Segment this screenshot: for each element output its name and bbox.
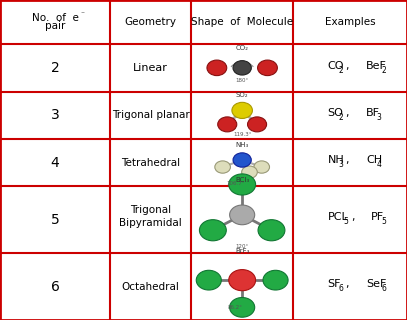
Circle shape [229, 269, 256, 291]
Text: ,: , [346, 60, 349, 71]
Text: PF: PF [371, 212, 384, 222]
Text: 180°: 180° [236, 78, 249, 83]
Text: BF: BF [366, 108, 380, 118]
Circle shape [254, 161, 269, 173]
Circle shape [218, 117, 237, 132]
Circle shape [199, 220, 226, 241]
Text: 5: 5 [50, 213, 59, 227]
Text: 4: 4 [50, 156, 59, 170]
Text: SF: SF [328, 279, 341, 289]
Text: 3: 3 [376, 113, 381, 122]
Text: ⁻: ⁻ [80, 10, 84, 19]
Text: ,: , [351, 212, 354, 222]
Text: BrF₃: BrF₃ [235, 248, 249, 254]
Text: 6: 6 [382, 284, 387, 293]
Text: CH: CH [366, 155, 382, 165]
Text: 3: 3 [50, 108, 59, 122]
Text: SO: SO [328, 108, 344, 118]
Text: 6: 6 [338, 284, 343, 293]
Text: 120°: 120° [236, 244, 249, 249]
Text: Trigonal
Bipyramidal: Trigonal Bipyramidal [119, 205, 182, 228]
Text: 2: 2 [382, 66, 387, 75]
Text: SO₂: SO₂ [236, 92, 249, 98]
Text: 4: 4 [376, 160, 381, 169]
Text: Geometry: Geometry [125, 17, 177, 27]
Text: SeF: SeF [366, 279, 386, 289]
Text: CO: CO [328, 60, 344, 71]
Circle shape [247, 117, 267, 132]
Text: 2: 2 [338, 113, 343, 122]
Text: Examples: Examples [325, 17, 375, 27]
Text: ,: , [346, 155, 349, 165]
Text: ,: , [346, 108, 349, 118]
Text: 3: 3 [338, 160, 343, 169]
Text: Shape  of  Molecule: Shape of Molecule [191, 17, 293, 27]
Text: 106.7°: 106.7° [227, 181, 245, 186]
Circle shape [233, 60, 251, 75]
Text: Trigonal planar: Trigonal planar [112, 110, 190, 120]
Circle shape [196, 270, 221, 290]
Circle shape [263, 270, 288, 290]
Text: 86.2°: 86.2° [228, 305, 242, 310]
Circle shape [207, 60, 227, 76]
Circle shape [230, 298, 255, 317]
Text: 5: 5 [382, 217, 387, 227]
Circle shape [230, 205, 255, 225]
Circle shape [233, 153, 251, 167]
Text: NH₃: NH₃ [236, 142, 249, 148]
Text: No.  of  e: No. of e [31, 13, 79, 23]
Text: pair: pair [45, 21, 65, 31]
Circle shape [232, 102, 252, 118]
Text: 2: 2 [50, 61, 59, 75]
Text: BCl₃: BCl₃ [235, 177, 249, 183]
Text: NH: NH [328, 155, 344, 165]
Circle shape [242, 166, 257, 178]
Circle shape [229, 174, 256, 195]
Text: 6: 6 [50, 280, 59, 293]
Circle shape [215, 161, 230, 173]
Text: CO₂: CO₂ [236, 45, 249, 51]
Text: 5: 5 [344, 217, 348, 227]
Text: 119.3°: 119.3° [233, 132, 252, 137]
Text: 2: 2 [338, 66, 343, 75]
Circle shape [258, 60, 278, 76]
Circle shape [258, 220, 285, 241]
Text: BeF: BeF [366, 60, 387, 71]
Text: PCL: PCL [328, 212, 348, 222]
Text: Octahedral: Octahedral [122, 282, 179, 292]
Text: Tetrahedral: Tetrahedral [121, 157, 180, 168]
Text: Linear: Linear [133, 63, 168, 73]
Text: ,: , [346, 279, 349, 289]
